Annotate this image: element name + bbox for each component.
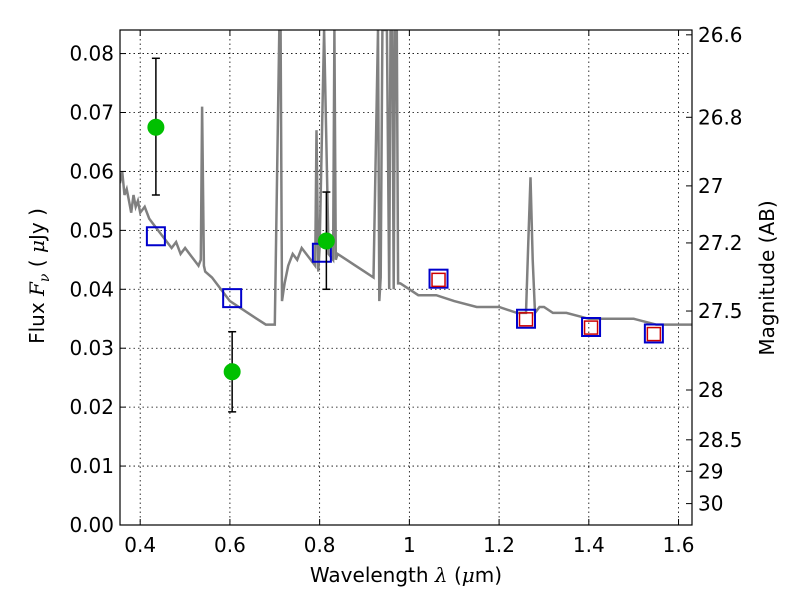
plot-data-layer [120, 30, 692, 413]
y2-tick-label: 27.5 [698, 299, 743, 323]
y2-tick-label: 27.2 [698, 231, 743, 255]
x-tick-label: 1.2 [483, 533, 515, 557]
point-green [317, 232, 335, 250]
grid-layer [120, 30, 692, 526]
point-blue-square [581, 317, 602, 337]
x-tick-label: 0.6 [214, 533, 246, 557]
series-line-model-sed [120, 30, 692, 326]
point-red-square [431, 272, 446, 288]
y2-tick-label: 26.8 [698, 105, 743, 129]
x-tick-label: 1 [403, 533, 416, 557]
y2-tick-label: 29 [698, 459, 723, 483]
y-tick-label: 0.01 [69, 454, 114, 478]
y2-tick-label: 28.5 [698, 428, 743, 452]
point-red-square [646, 326, 662, 342]
y-tick-label: 0.04 [69, 277, 114, 301]
y2-axis-label: Magnitude (AB) [755, 200, 779, 355]
point-red-square [583, 320, 599, 335]
x-axis-label: Wavelength λ (μm) [310, 563, 502, 587]
y2-tick-label: 30 [698, 492, 723, 516]
x-tick-label: 1.4 [573, 533, 605, 557]
point-blue-square [222, 288, 243, 309]
y-axis-label: Flux Fν ( μJy ) [25, 208, 53, 344]
y-tick-label: 0.07 [69, 101, 114, 125]
y-tick-label: 0.08 [69, 42, 114, 66]
x-tick-label: 0.4 [124, 533, 156, 557]
markers-layer [145, 57, 664, 413]
point-green [223, 363, 241, 381]
y-tick-label: 0.03 [69, 336, 114, 360]
point-blue-square [643, 323, 664, 344]
x-tick-label: 0.8 [304, 533, 336, 557]
y-tick-label: 0.02 [69, 395, 114, 419]
point-blue-square [428, 268, 449, 289]
point-green [147, 118, 165, 136]
point-red-square [518, 312, 534, 327]
plot-frame [119, 29, 693, 526]
y2-tick-label: 28 [698, 378, 723, 402]
y-tick-label: 0.05 [69, 218, 114, 242]
y-tick-label: 0.00 [69, 513, 114, 537]
y2-tick-label: 27 [698, 174, 723, 198]
y2-tick-label: 26.6 [698, 23, 743, 47]
point-blue-square [516, 308, 537, 329]
point-blue-square [145, 226, 166, 247]
y-tick-label: 0.06 [69, 159, 114, 183]
x-tick-label: 1.6 [663, 533, 695, 557]
ticks-layer: 0.4 0.6 0.8 1 1.2 1.4 1.6 0.00 0.01 0.02 0.03 0.04 0… [69, 23, 742, 557]
